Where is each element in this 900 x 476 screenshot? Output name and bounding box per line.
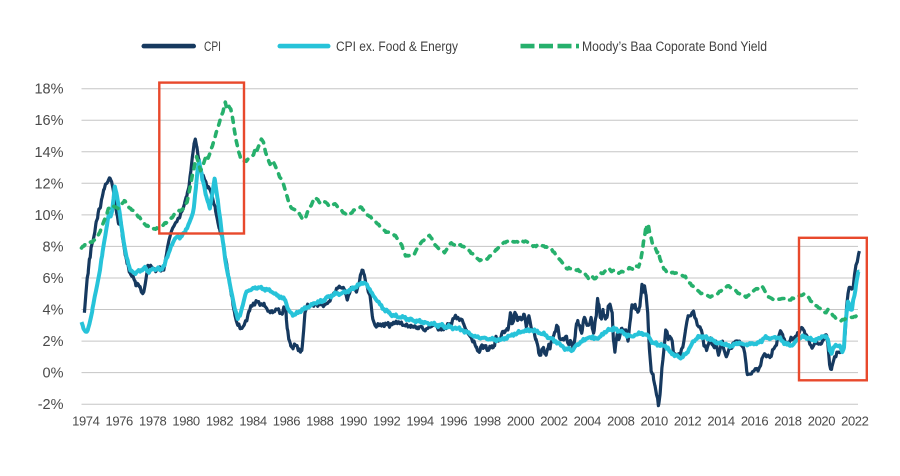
svg-text:2010: 2010 [641,413,668,428]
svg-text:1990: 1990 [340,413,367,428]
svg-text:1998: 1998 [473,413,500,428]
svg-text:2018: 2018 [774,413,801,428]
svg-text:1992: 1992 [373,413,400,428]
svg-text:2002: 2002 [540,413,567,428]
svg-text:14%: 14% [34,145,63,161]
svg-text:1996: 1996 [440,413,467,428]
svg-text:6%: 6% [43,271,64,287]
svg-text:2020: 2020 [808,413,835,428]
svg-text:2016: 2016 [741,413,768,428]
svg-text:2000: 2000 [507,413,534,428]
svg-text:Moody’s Baa Coporate Bond Yiel: Moody’s Baa Coporate Bond Yield [582,39,767,54]
svg-text:CPI ex. Food & Energy: CPI ex. Food & Energy [336,39,458,54]
svg-text:0%: 0% [43,366,64,382]
svg-text:1980: 1980 [172,413,199,428]
svg-text:8%: 8% [43,239,64,255]
svg-text:1984: 1984 [239,413,266,428]
svg-text:1986: 1986 [273,413,300,428]
svg-text:-2%: -2% [38,397,64,413]
svg-text:12%: 12% [34,176,63,192]
svg-text:1982: 1982 [206,413,233,428]
svg-text:16%: 16% [34,113,63,129]
svg-text:2008: 2008 [607,413,634,428]
svg-text:1974: 1974 [72,413,99,428]
svg-text:2012: 2012 [674,413,701,428]
svg-text:10%: 10% [34,208,63,224]
svg-text:2014: 2014 [707,413,734,428]
svg-text:2022: 2022 [841,413,868,428]
svg-text:2004: 2004 [574,413,601,428]
svg-text:CPI: CPI [204,39,221,54]
svg-text:4%: 4% [43,303,64,319]
svg-text:1988: 1988 [306,413,333,428]
svg-text:1976: 1976 [106,413,133,428]
svg-text:18%: 18% [34,82,63,98]
svg-text:2%: 2% [43,334,64,350]
svg-text:1978: 1978 [139,413,166,428]
svg-text:1994: 1994 [406,413,433,428]
